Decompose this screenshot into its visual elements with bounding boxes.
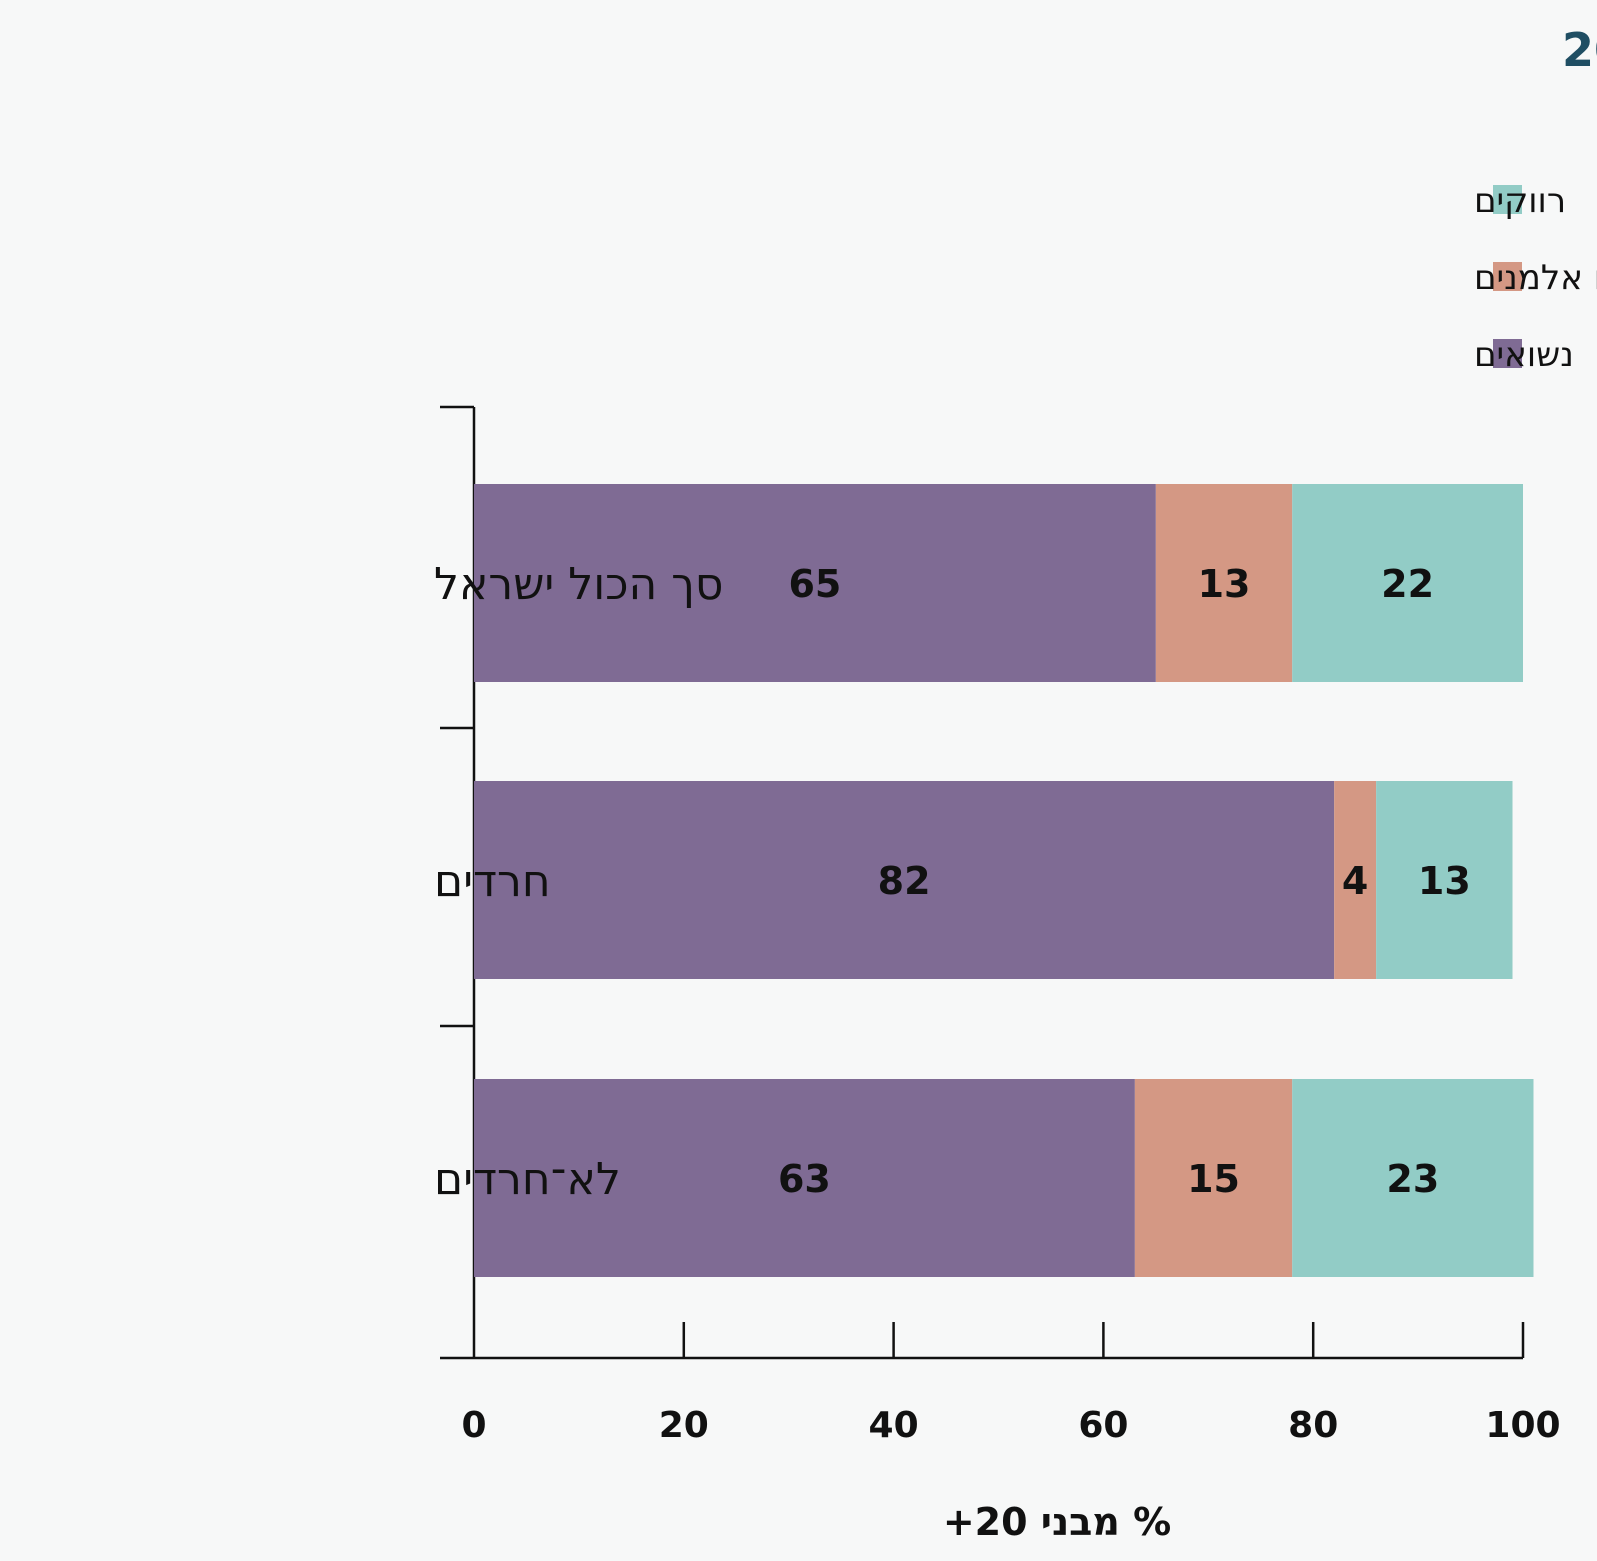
x-ticks: 0 20 40 60 80 100 bbox=[461, 1322, 1561, 1446]
x-tick-label: 80 bbox=[1288, 1405, 1338, 1446]
legend-swatch bbox=[1493, 262, 1522, 291]
category-label: סך הכול ישראל bbox=[434, 559, 723, 610]
bar-segment bbox=[474, 1079, 1135, 1277]
category-label: לא־חרדים bbox=[434, 1154, 621, 1205]
bar-segment bbox=[474, 781, 1335, 979]
legend-label: חיים בנפרד, גרושים או אלמנים bbox=[1474, 258, 1597, 298]
x-tick-label: 100 bbox=[1485, 1405, 1560, 1446]
category-label: חרדים bbox=[434, 856, 551, 907]
x-tick-label: 40 bbox=[869, 1405, 919, 1446]
legend-label: נשואים bbox=[1474, 335, 1574, 375]
bar-segment bbox=[1292, 484, 1523, 682]
bar-value-label: 65 bbox=[788, 562, 841, 606]
bar-value-label: 13 bbox=[1198, 562, 1251, 606]
category-labels: סך הכול ישראל חרדים לא־חרדים bbox=[434, 559, 723, 1205]
bar-segment bbox=[1155, 484, 1293, 682]
bar-segment bbox=[1334, 781, 1377, 979]
bar-value-label: 82 bbox=[878, 859, 931, 903]
x-tick-label: 0 bbox=[461, 1405, 486, 1446]
bar-segment bbox=[474, 484, 1156, 682]
bar-segment bbox=[1134, 1079, 1293, 1277]
bar-value-label: 63 bbox=[778, 1157, 831, 1201]
legend-swatch bbox=[1493, 185, 1522, 214]
bar-segment bbox=[1292, 1079, 1534, 1277]
x-tick-label: 60 bbox=[1078, 1405, 1128, 1446]
legend-label: רווקים bbox=[1474, 181, 1566, 221]
legend-swatch bbox=[1493, 339, 1522, 368]
bars: 65 13 22 82 4 13 63 15 23 bbox=[474, 484, 1534, 1277]
bar-segment bbox=[1376, 781, 1513, 979]
bar-value-label: 15 bbox=[1187, 1157, 1240, 1201]
bar-value-label: 22 bbox=[1381, 562, 1434, 606]
bar-value-label: 13 bbox=[1418, 859, 1471, 903]
legend: רווקים חיים בנפרד, גרושים או אלמנים נשואים bbox=[1474, 181, 1597, 375]
chart-title: בני 20+, לפי מצב משפחתי וקבוצת אוכלוסייה… bbox=[1562, 23, 1597, 77]
bar-value-label: 23 bbox=[1386, 1157, 1439, 1201]
x-axis-title: % מבני 20+ bbox=[943, 1500, 1171, 1544]
bar-value-label: 4 bbox=[1342, 859, 1368, 903]
x-tick-label: 20 bbox=[659, 1405, 709, 1446]
